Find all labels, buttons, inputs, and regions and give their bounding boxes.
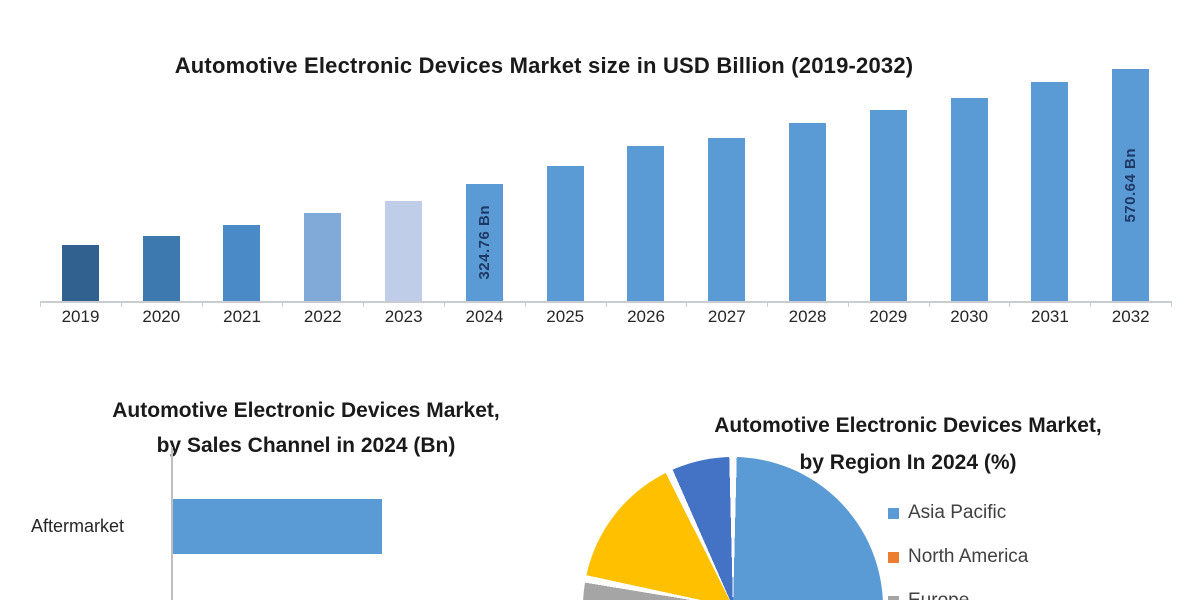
bar-2022 (304, 213, 342, 301)
bar-2019 (61, 245, 99, 301)
legend-swatch-icon (888, 551, 899, 563)
axis-tick (1009, 301, 1011, 307)
bar-chart-title: Automotive Electronic Devices Market siz… (174, 53, 914, 79)
sales-channel-title-line1: Automotive Electronic Devices Market, (112, 399, 500, 423)
bar-2025 (546, 166, 584, 301)
bar-2021 (223, 225, 261, 301)
bar-value-label-2024: 324.76 Bn (475, 205, 493, 280)
x-label-2022: 2022 (303, 307, 342, 326)
bar-2031 (1031, 82, 1069, 301)
x-label-2031: 2031 (1031, 307, 1069, 326)
x-label-2019: 2019 (61, 307, 100, 326)
axis-tick (1171, 301, 1172, 307)
legend-swatch-icon (888, 507, 899, 519)
x-label-2032: 2032 (1111, 307, 1150, 326)
bar-2028 (788, 123, 826, 301)
legend-swatch-icon (888, 595, 899, 600)
x-label-2026: 2026 (627, 307, 665, 326)
bar-2029 (869, 110, 907, 301)
axis-tick (443, 301, 445, 307)
x-label-2028: 2028 (788, 307, 827, 326)
x-label-2024: 2024 (465, 307, 504, 326)
x-label-2030: 2030 (950, 307, 989, 326)
x-label-2023: 2023 (384, 307, 423, 326)
axis-tick (282, 301, 284, 307)
region-chart-title: Automotive Electronic Devices Market, by… (616, 407, 1200, 481)
axis-tick (1090, 301, 1092, 307)
axis-tick (201, 301, 203, 307)
x-label-2027: 2027 (707, 307, 746, 326)
category-axis-line (171, 447, 173, 600)
bar-value-label-2032: 570.64 Bn (1122, 147, 1140, 223)
bar-2026 (627, 146, 665, 301)
bar-2024: 324.76 Bn (465, 184, 503, 301)
axis-tick (767, 301, 769, 307)
region-title-line2: by Region In 2024 (%) (799, 451, 1017, 475)
x-label-2025: 2025 (546, 307, 585, 326)
axis-tick (847, 301, 849, 307)
bar-2032: 570.64 Bn (1112, 69, 1150, 301)
x-label-2029: 2029 (869, 307, 908, 326)
region-title-line1: Automotive Electronic Devices Market, (714, 414, 1102, 438)
bar-2020 (142, 236, 180, 301)
sales-channel-chart-title: Automotive Electronic Devices Market, by… (0, 393, 612, 463)
axis-tick (686, 301, 688, 307)
sales-channel-title-line2: by Sales Channel in 2024 (Bn) (156, 434, 456, 458)
legend-item-europe: Europe (888, 590, 969, 600)
axis-tick (120, 301, 122, 307)
x-label-2020: 2020 (142, 307, 181, 326)
bar-2027 (708, 138, 746, 301)
axis-tick (928, 301, 930, 307)
axis-tick (605, 301, 607, 307)
bar-2023 (385, 201, 423, 301)
aftermarket-bar (173, 499, 382, 554)
x-label-2021: 2021 (223, 307, 261, 326)
legend-label: North America (908, 546, 1029, 567)
axis-tick (524, 301, 526, 307)
axis-tick (363, 301, 365, 307)
bar-2030 (950, 98, 988, 301)
bar-chart-plot: 324.76 Bn 570.64 Bn (40, 65, 1171, 301)
legend-item-asia-pacific: Asia Pacific (888, 502, 1007, 523)
legend-item-north-america: North America (888, 546, 1029, 567)
legend-label: Europe (908, 590, 969, 600)
axis-tick (40, 301, 41, 307)
legend-label: Asia Pacific (908, 502, 1007, 523)
aftermarket-label: Aftermarket (31, 516, 125, 536)
